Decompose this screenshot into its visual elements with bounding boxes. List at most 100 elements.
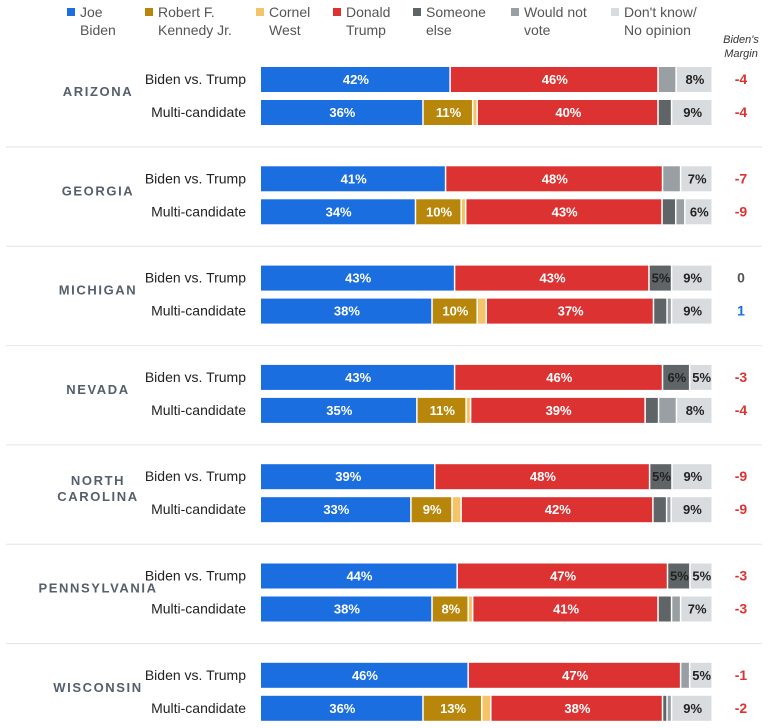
bar-segment-joe-biden (261, 298, 432, 324)
bar-segment-don-t-know-no-opinion (685, 199, 712, 225)
data-label-donald-trump: 41% (553, 602, 579, 617)
data-label-donald-trump: 47% (562, 668, 588, 683)
bar-segment-joe-biden (261, 596, 432, 622)
legend-swatch-robert-f-kennedy-jr (145, 8, 153, 16)
data-label-donald-trump: 40% (555, 105, 581, 120)
margin-value: -9 (735, 501, 748, 517)
bar-segment-donald-trump (435, 464, 649, 490)
margin-value: -4 (735, 402, 748, 418)
data-label-don-t-know-no-opinion: 9% (683, 469, 702, 484)
bar-segment-robert-f-kennedy-jr (423, 100, 472, 125)
state-label: PENNSYLVANIA (38, 581, 157, 596)
row-label: Multi-candidate (151, 402, 246, 418)
data-label-joe-biden: 42% (343, 72, 369, 87)
state-label: ARIZONA (63, 84, 133, 99)
legend-label: Would not (524, 4, 587, 20)
row-label: Multi-candidate (151, 700, 246, 716)
bar-segment-joe-biden (261, 662, 468, 688)
margin-header-line-1: Biden's (723, 34, 759, 46)
bar-segment-joe-biden (261, 67, 450, 92)
data-label-don-t-know-no-opinion: 8% (686, 403, 705, 418)
bar-segment-don-t-know-no-opinion (672, 695, 712, 721)
bar-segment-someone-else (649, 265, 671, 291)
bar-row: Biden vs. Trump 46% 47% 5% -1 (145, 662, 748, 688)
row-label: Multi-candidate (151, 303, 246, 319)
legend-item-robert-f-kennedy-jr: Robert F. Kennedy Jr. (145, 4, 232, 38)
data-label-someone-else: 5% (670, 569, 689, 584)
legend-item-joe-biden: Joe Biden (67, 4, 116, 38)
data-label-joe-biden: 33% (323, 502, 349, 517)
bar-row: Multi-candidate 38% 10% 37% 9% 1 (151, 298, 745, 324)
bar-segment-would-not-vote (658, 67, 676, 92)
legend-label: Robert F. (158, 4, 215, 20)
data-label-joe-biden: 35% (326, 403, 352, 418)
bar-segment-joe-biden (261, 199, 415, 225)
data-label-joe-biden: 36% (329, 105, 355, 120)
legend-swatch-someone-else (413, 8, 421, 16)
data-label-donald-trump: 43% (540, 271, 566, 286)
bar-segment-someone-else (650, 464, 672, 490)
bar-segment-would-not-vote (676, 199, 685, 225)
row-label: Biden vs. Trump (145, 667, 246, 683)
data-label-donald-trump: 43% (552, 204, 578, 219)
data-label-donald-trump: 46% (546, 370, 572, 385)
bar-segment-joe-biden (261, 497, 411, 523)
data-label-don-t-know-no-opinion: 5% (692, 668, 711, 683)
bar-segment-would-not-vote (681, 662, 689, 688)
data-label-robert-f-kennedy-jr: 11% (430, 403, 456, 418)
state-label: CAROLINA (57, 489, 138, 504)
margin-value: -9 (735, 203, 748, 219)
legend-label: Kennedy Jr. (158, 22, 232, 38)
data-label-don-t-know-no-opinion: 9% (683, 502, 702, 517)
row-label: Biden vs. Trump (145, 568, 246, 584)
bar-segment-don-t-know-no-opinion (672, 298, 712, 324)
bar-segment-donald-trump (455, 265, 649, 291)
data-label-joe-biden: 43% (345, 271, 371, 286)
bar-segment-cornel-west (452, 497, 461, 523)
bar-segment-don-t-know-no-opinion (672, 464, 712, 490)
bar-row: Multi-candidate 36% 13% 38% 9% -2 (151, 695, 747, 721)
data-label-don-t-know-no-opinion: 8% (686, 72, 705, 87)
bar-segment-joe-biden (261, 563, 457, 589)
margin-value: -7 (735, 170, 748, 186)
legend-item-don-t-know-no-opinion: Don't know/No opinion (611, 4, 697, 38)
bar-segment-someone-else (654, 298, 667, 324)
legend-swatch-donald-trump (333, 8, 341, 16)
bar-segment-someone-else (663, 364, 689, 390)
bar-segment-cornel-west (461, 199, 465, 225)
bar-segment-joe-biden (261, 100, 423, 125)
bar-segment-someone-else (662, 199, 675, 225)
data-label-donald-trump: 47% (550, 569, 576, 584)
bar-segment-donald-trump (461, 497, 653, 523)
data-label-joe-biden: 46% (352, 668, 378, 683)
bar-segment-robert-f-kennedy-jr (432, 596, 468, 622)
data-label-joe-biden: 34% (326, 204, 352, 219)
data-label-donald-trump: 46% (542, 72, 568, 87)
legend-label: Biden (80, 22, 116, 38)
data-label-robert-f-kennedy-jr: 10% (426, 204, 452, 219)
legend-item-would-not-vote: Would not vote (511, 4, 587, 38)
margin-value: -1 (735, 667, 748, 683)
bar-row: Biden vs. Trump 44% 47% 5% 5% -3 (145, 563, 747, 589)
data-label-don-t-know-no-opinion: 9% (683, 304, 702, 319)
bar-segment-would-not-vote (663, 166, 680, 192)
bar-row: Biden vs. Trump 43% 46% 6% 5% -3 (145, 364, 747, 390)
bar-segment-don-t-know-no-opinion (671, 497, 712, 523)
bar-segment-joe-biden (261, 265, 454, 291)
margin-header-line-2: Margin (724, 48, 758, 60)
bar-segment-donald-trump (450, 67, 658, 92)
bar-segment-joe-biden (261, 397, 417, 423)
bar-segment-joe-biden (261, 166, 445, 192)
bar-row: Multi-candidate 36% 11% 40% 9% -4 (151, 100, 747, 125)
bar-row: Biden vs. Trump 41% 48% 7% -7 (145, 166, 748, 192)
state-label: MICHIGAN (59, 283, 138, 298)
legend-item-someone-else: Someone else (413, 4, 486, 38)
bar-segment-donald-trump (468, 662, 680, 688)
bar-segment-cornel-west (473, 100, 477, 125)
data-label-joe-biden: 38% (334, 304, 360, 319)
data-label-someone-else: 6% (667, 370, 686, 385)
bar-row: Biden vs. Trump 42% 46% 8% -4 (145, 67, 747, 92)
bar-segment-don-t-know-no-opinion (681, 596, 712, 622)
